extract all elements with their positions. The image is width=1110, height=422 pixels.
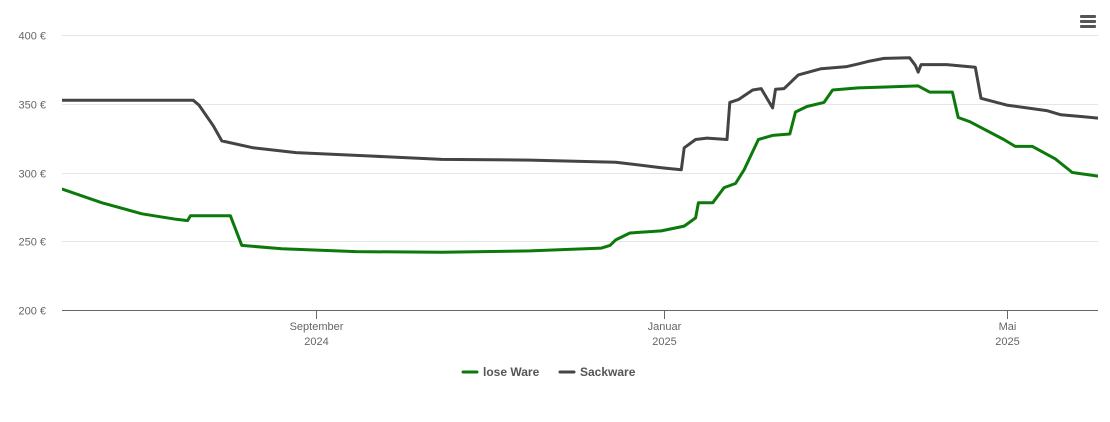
x-tick-label-year: 2025 bbox=[652, 336, 676, 348]
x-tick-label-year: 2024 bbox=[304, 336, 328, 348]
legend-item-1[interactable]: lose Ware bbox=[461, 365, 540, 379]
legend-item-2[interactable]: Sackware bbox=[558, 365, 636, 379]
y-tick-label: 350 € bbox=[18, 100, 46, 112]
x-tick-label-year: 2025 bbox=[995, 336, 1019, 348]
y-tick-label: 200 € bbox=[18, 306, 46, 318]
series-line-2[interactable] bbox=[62, 56, 1110, 172]
series-line-1[interactable] bbox=[62, 84, 1110, 254]
legend[interactable]: lose Ware Sackware bbox=[461, 365, 636, 379]
legend-label: Sackware bbox=[580, 365, 636, 379]
grid-lines bbox=[62, 35, 1098, 242]
series-lines bbox=[62, 56, 1110, 254]
y-tick-label: 400 € bbox=[18, 31, 46, 43]
legend-label: lose Ware bbox=[483, 365, 540, 379]
x-tick-label-month: Januar bbox=[648, 321, 682, 333]
y-tick-label: 250 € bbox=[18, 237, 46, 249]
x-tick-label-month: Mai bbox=[999, 321, 1017, 333]
hamburger-menu-icon[interactable] bbox=[1074, 8, 1102, 36]
x-tick-label-month: September bbox=[290, 321, 344, 333]
x-axis-labels: September 2024 Januar 2025 Mai 2025 bbox=[290, 310, 1020, 348]
y-axis-labels: 200 € 250 € 300 € 350 € 400 € bbox=[18, 31, 46, 318]
y-tick-label: 300 € bbox=[18, 169, 46, 181]
